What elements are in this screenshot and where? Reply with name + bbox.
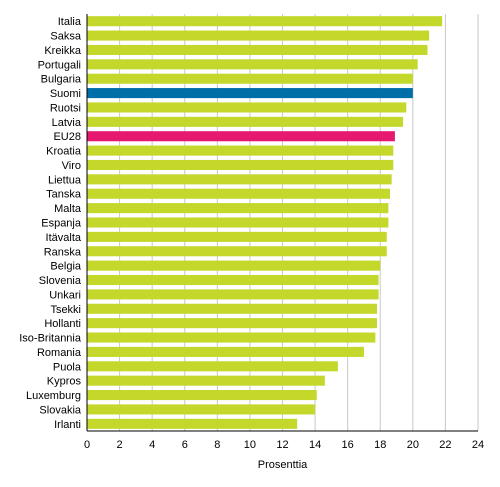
category-label-kypros: Kypros [47,376,82,388]
category-label-latvia: Latvia [52,117,82,129]
category-label-hollanti: Hollanti [44,318,81,330]
category-label-ruotsi: Ruotsi [50,102,81,114]
bar-ranska [87,246,387,257]
bar-liettua [87,174,392,185]
bar-unkari [87,289,379,300]
category-label-bulgaria: Bulgaria [41,74,82,86]
bar-viro [87,159,394,171]
bar-belgia [87,260,381,271]
category-label-unkari: Unkari [49,289,81,301]
x-tick-label-12: 12 [276,439,288,451]
bar-espanja [87,217,389,228]
category-label-romania: Romania [37,347,82,359]
x-tick-label-18: 18 [374,439,386,451]
category-label-it-valta: Itävalta [46,232,82,244]
x-tick-label-2: 2 [117,439,123,451]
bar-kroatia [87,145,394,156]
bar-kreikka [87,44,428,55]
x-tick-label-8: 8 [214,439,220,451]
category-label-luxemburg: Luxemburg [26,390,81,402]
category-label-slovakia: Slovakia [39,404,81,416]
category-label-viro: Viro [62,160,81,172]
category-label-suomi: Suomi [50,88,81,100]
category-labels: Italia Saksa Kreikka Portugali Bulgaria Suomi… [19,16,82,431]
category-label-iso-britannia: Iso-Britannia [19,333,82,345]
bar-bulgaria [87,73,413,84]
x-tick-label-22: 22 [439,439,451,451]
category-label-italia: Italia [58,16,82,28]
category-label-tanska: Tanska [46,189,82,201]
bar-tanska [87,188,391,199]
bar-italia [87,16,443,27]
bar-saksa [87,30,430,41]
x-tick-label-10: 10 [244,439,256,451]
category-label-kreikka: Kreikka [44,45,82,57]
bars [87,16,443,429]
bar-puola [87,361,338,372]
bar-suomi [87,88,413,99]
category-label-irlanti: Irlanti [54,419,81,431]
x-tick-label-4: 4 [149,439,155,451]
x-tick-label-16: 16 [342,439,354,451]
bar-romania [87,346,364,357]
x-tick-label-14: 14 [309,439,321,451]
bar-ruotsi [87,102,407,113]
x-tick-label-20: 20 [407,439,419,451]
category-label-kroatia: Kroatia [46,146,82,158]
bar-hollanti [87,318,377,329]
bar-tsekki [87,303,377,314]
x-tick-labels: 0 2 4 6 8 10 12 14 16 18 20 22 24 [84,439,484,451]
category-label-liettua: Liettua [48,174,82,186]
category-label-espanja: Espanja [41,218,82,230]
bar-it-valta [87,231,387,242]
bar-eu28 [87,131,395,142]
category-label-eu28: EU28 [53,131,81,143]
bar-portugali [87,59,418,70]
bar-latvia [87,116,404,127]
category-label-ranska: Ranska [44,246,82,258]
bar-slovakia [87,404,316,415]
category-label-portugali: Portugali [38,59,81,71]
bar-iso-britannia [87,332,376,343]
category-label-malta: Malta [54,203,82,215]
bar-slovenia [87,274,379,286]
bar-malta [87,203,389,214]
x-tick-label-24: 24 [472,439,484,451]
category-label-tsekki: Tsekki [50,304,81,316]
x-tick-label-6: 6 [182,439,188,451]
bar-irlanti [87,418,298,429]
x-tick-label-0: 0 [84,439,90,451]
bar-kypros [87,375,325,386]
category-label-saksa: Saksa [50,31,81,43]
category-label-slovenia: Slovenia [39,275,82,287]
x-axis-title: Prosenttia [258,459,308,471]
category-label-belgia: Belgia [50,261,81,273]
category-label-puola: Puola [53,361,82,373]
bar-luxemburg [87,390,317,401]
